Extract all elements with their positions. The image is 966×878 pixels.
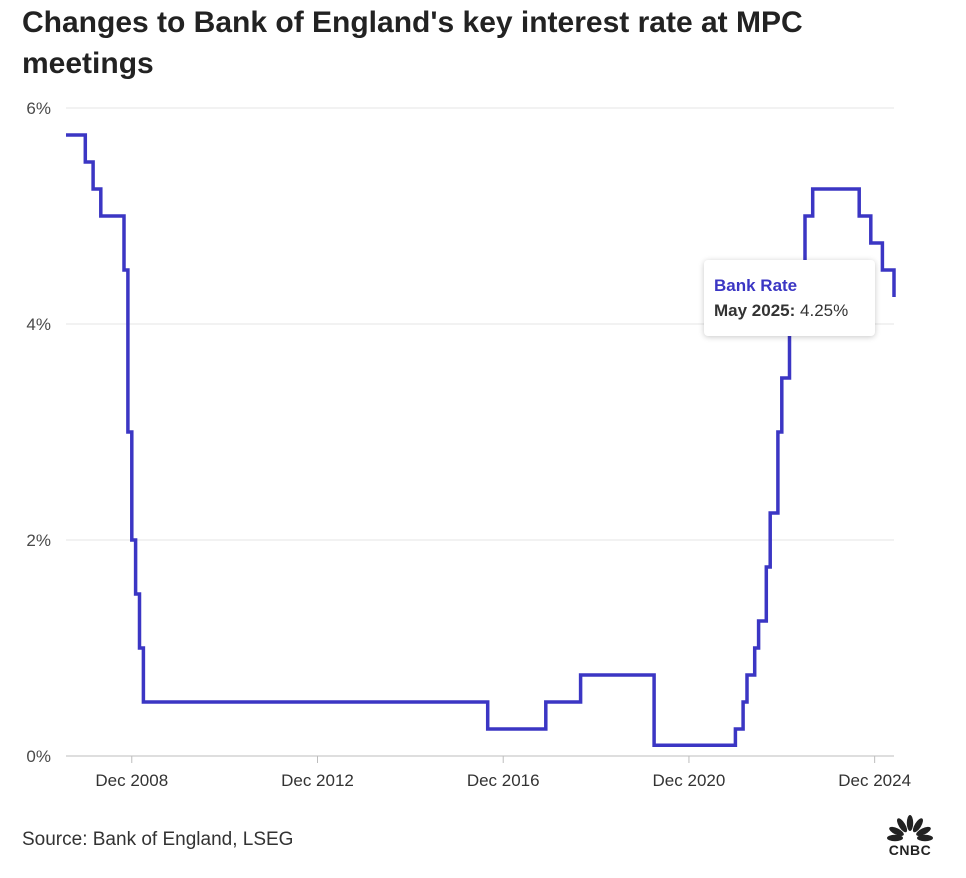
y-tick-label: 2%: [26, 531, 51, 550]
x-tick-label: Dec 2024: [838, 771, 911, 790]
hover-tooltip: Bank Rate May 2025: 4.25%: [704, 260, 875, 336]
grid-lines: [66, 107, 894, 757]
y-tick-label: 0%: [26, 747, 51, 766]
y-tick-label: 6%: [26, 99, 51, 118]
tooltip-series-name: Bank Rate: [714, 276, 798, 295]
x-tick-label: Dec 2020: [653, 771, 726, 790]
chart-canvas: 0% 2% 4% 6% Dec 2008 Dec 2012 Dec 2016 Dec 202…: [26, 99, 911, 790]
logo-wordmark: CNBC: [888, 842, 932, 858]
source-note: Source: Bank of England, LSEG: [22, 829, 294, 850]
y-tick-label: 4%: [26, 315, 51, 334]
chart-title: Changes to Bank of England's key interes…: [22, 6, 803, 80]
x-tick-label: Dec 2012: [281, 771, 354, 790]
y-axis: 0% 2% 4% 6%: [26, 99, 51, 766]
series-line-bank-rate[interactable]: [66, 133, 896, 747]
x-axis: Dec 2008 Dec 2012 Dec 2016 Dec 2020 Dec 2024: [95, 756, 911, 790]
tooltip-value-line: May 2025: 4.25%: [714, 298, 875, 324]
tooltip-date: May 2025:: [714, 301, 796, 320]
peacock-icon: [887, 815, 933, 842]
tooltip-value: 4.25%: [800, 301, 849, 320]
plot-area[interactable]: [66, 133, 896, 747]
x-tick-label: Dec 2016: [467, 771, 540, 790]
cnbc-logo: CNBC: [882, 814, 938, 860]
x-tick-label: Dec 2008: [95, 771, 168, 790]
